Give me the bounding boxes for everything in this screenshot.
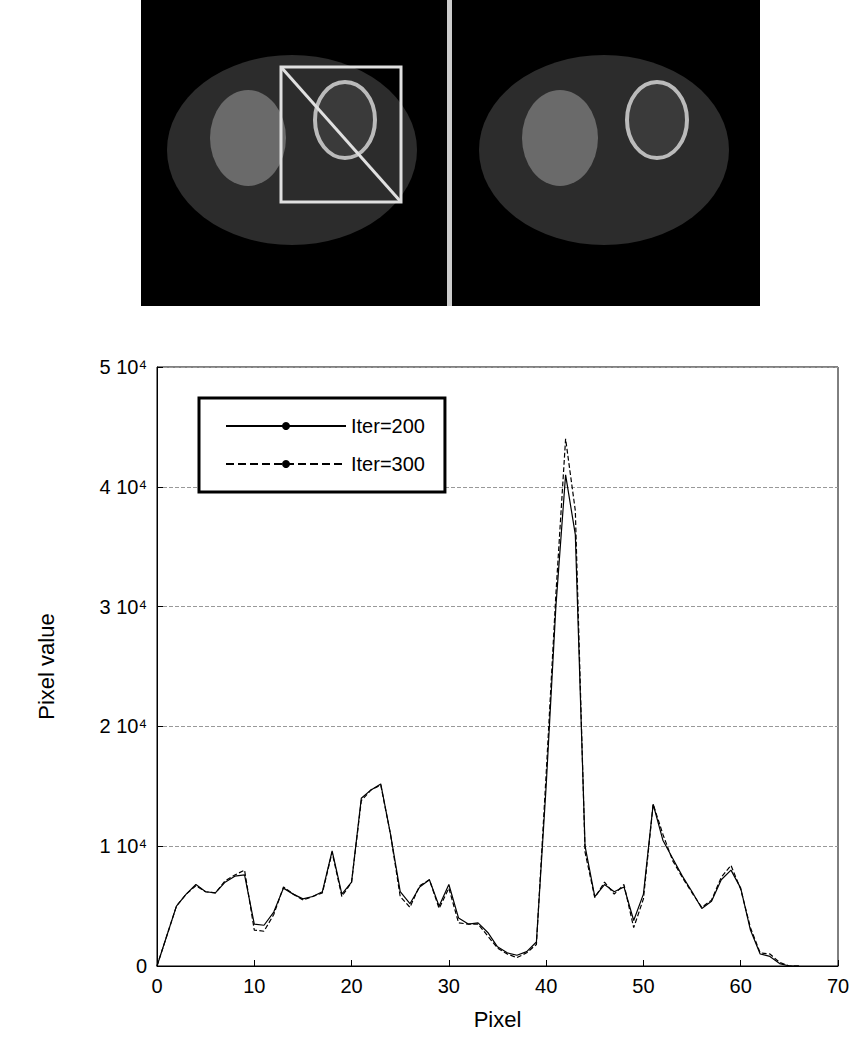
- svg-text:70: 70: [827, 975, 849, 997]
- svg-text:2 10⁴: 2 10⁴: [99, 715, 147, 737]
- svg-text:5 10⁴: 5 10⁴: [99, 356, 147, 378]
- svg-text:50: 50: [632, 975, 654, 997]
- svg-text:10: 10: [243, 975, 265, 997]
- svg-text:Pixel: Pixel: [474, 1007, 522, 1032]
- svg-text:30: 30: [438, 975, 460, 997]
- svg-text:0: 0: [151, 975, 162, 997]
- svg-text:20: 20: [340, 975, 362, 997]
- svg-text:3 10⁴: 3 10⁴: [99, 596, 147, 618]
- svg-text:Iter=300: Iter=300: [351, 453, 425, 475]
- svg-text:1 10⁴: 1 10⁴: [99, 835, 147, 857]
- svg-text:4 10⁴: 4 10⁴: [99, 476, 147, 498]
- svg-text:Pixel value: Pixel value: [34, 613, 59, 719]
- svg-text:Iter=200: Iter=200: [351, 415, 425, 437]
- svg-text:40: 40: [535, 975, 557, 997]
- svg-text:0: 0: [136, 955, 147, 977]
- svg-text:60: 60: [730, 975, 752, 997]
